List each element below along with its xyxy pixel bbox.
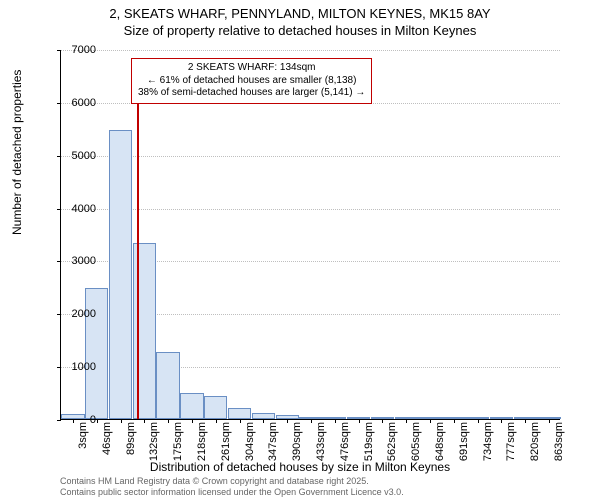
xtick-label: 863sqm [553,422,565,461]
xtick-label: 648sqm [434,422,446,461]
plot-region: 3sqm46sqm89sqm132sqm175sqm218sqm261sqm30… [60,50,560,420]
y-axis-label: Number of detached properties [10,70,24,235]
xtick-label: 519sqm [363,422,375,461]
footer-attribution: Contains HM Land Registry data © Crown c… [60,476,404,498]
histogram-bar [156,352,179,419]
xtick-mark [430,419,431,423]
xtick-label: 433sqm [315,422,327,461]
xtick-label: 691sqm [458,422,470,461]
xtick-mark [454,419,455,423]
histogram-bar [180,393,203,419]
chart-title: 2, SKEATS WHARF, PENNYLAND, MILTON KEYNE… [0,0,600,40]
ytick-label: 2000 [56,308,96,320]
title-line2: Size of property relative to detached ho… [0,23,600,40]
xtick-label: 218sqm [196,422,208,461]
footer-line2: Contains public sector information licen… [60,487,404,498]
property-marker-line [137,86,139,419]
xtick-mark [525,419,526,423]
xtick-label: 89sqm [125,422,137,455]
xtick-mark [406,419,407,423]
annotation-line: 38% of semi-detached houses are larger (… [138,87,365,100]
histogram-bar [109,130,132,419]
gridline [61,156,560,157]
ytick-label: 0 [56,414,96,426]
annotation-box: 2 SKEATS WHARF: 134sqm← 61% of detached … [131,58,372,104]
ytick-label: 7000 [56,44,96,56]
xtick-mark [168,419,169,423]
xtick-mark [359,419,360,423]
xtick-mark [121,419,122,423]
ytick-label: 1000 [56,361,96,373]
xtick-mark [311,419,312,423]
histogram-bar [204,396,227,419]
xtick-mark [263,419,264,423]
xtick-label: 132sqm [148,422,160,461]
xtick-label: 734sqm [482,422,494,461]
xtick-label: 777sqm [505,422,517,461]
xtick-label: 46sqm [101,422,113,455]
x-axis-label: Distribution of detached houses by size … [0,460,600,474]
gridline [61,50,560,51]
ytick-label: 3000 [56,255,96,267]
xtick-mark [240,419,241,423]
ytick-label: 5000 [56,150,96,162]
xtick-mark [478,419,479,423]
xtick-label: 476sqm [339,422,351,461]
xtick-label: 605sqm [410,422,422,461]
xtick-label: 304sqm [244,422,256,461]
xtick-mark [335,419,336,423]
annotation-line: ← 61% of detached houses are smaller (8,… [138,75,365,88]
xtick-label: 390sqm [291,422,303,461]
xtick-mark [216,419,217,423]
gridline [61,209,560,210]
ytick-label: 6000 [56,97,96,109]
xtick-mark [97,419,98,423]
ytick-label: 4000 [56,203,96,215]
footer-line1: Contains HM Land Registry data © Crown c… [60,476,404,487]
xtick-mark [501,419,502,423]
xtick-label: 3sqm [77,422,89,449]
histogram-bar [228,408,251,419]
xtick-label: 820sqm [529,422,541,461]
xtick-label: 562sqm [386,422,398,461]
xtick-mark [144,419,145,423]
xtick-mark [287,419,288,423]
xtick-label: 261sqm [220,422,232,461]
xtick-label: 347sqm [267,422,279,461]
xtick-mark [192,419,193,423]
xtick-mark [382,419,383,423]
xtick-mark [549,419,550,423]
chart-area: 3sqm46sqm89sqm132sqm175sqm218sqm261sqm30… [60,50,560,420]
title-line1: 2, SKEATS WHARF, PENNYLAND, MILTON KEYNE… [0,6,600,23]
xtick-label: 175sqm [172,422,184,461]
annotation-line: 2 SKEATS WHARF: 134sqm [138,62,365,75]
